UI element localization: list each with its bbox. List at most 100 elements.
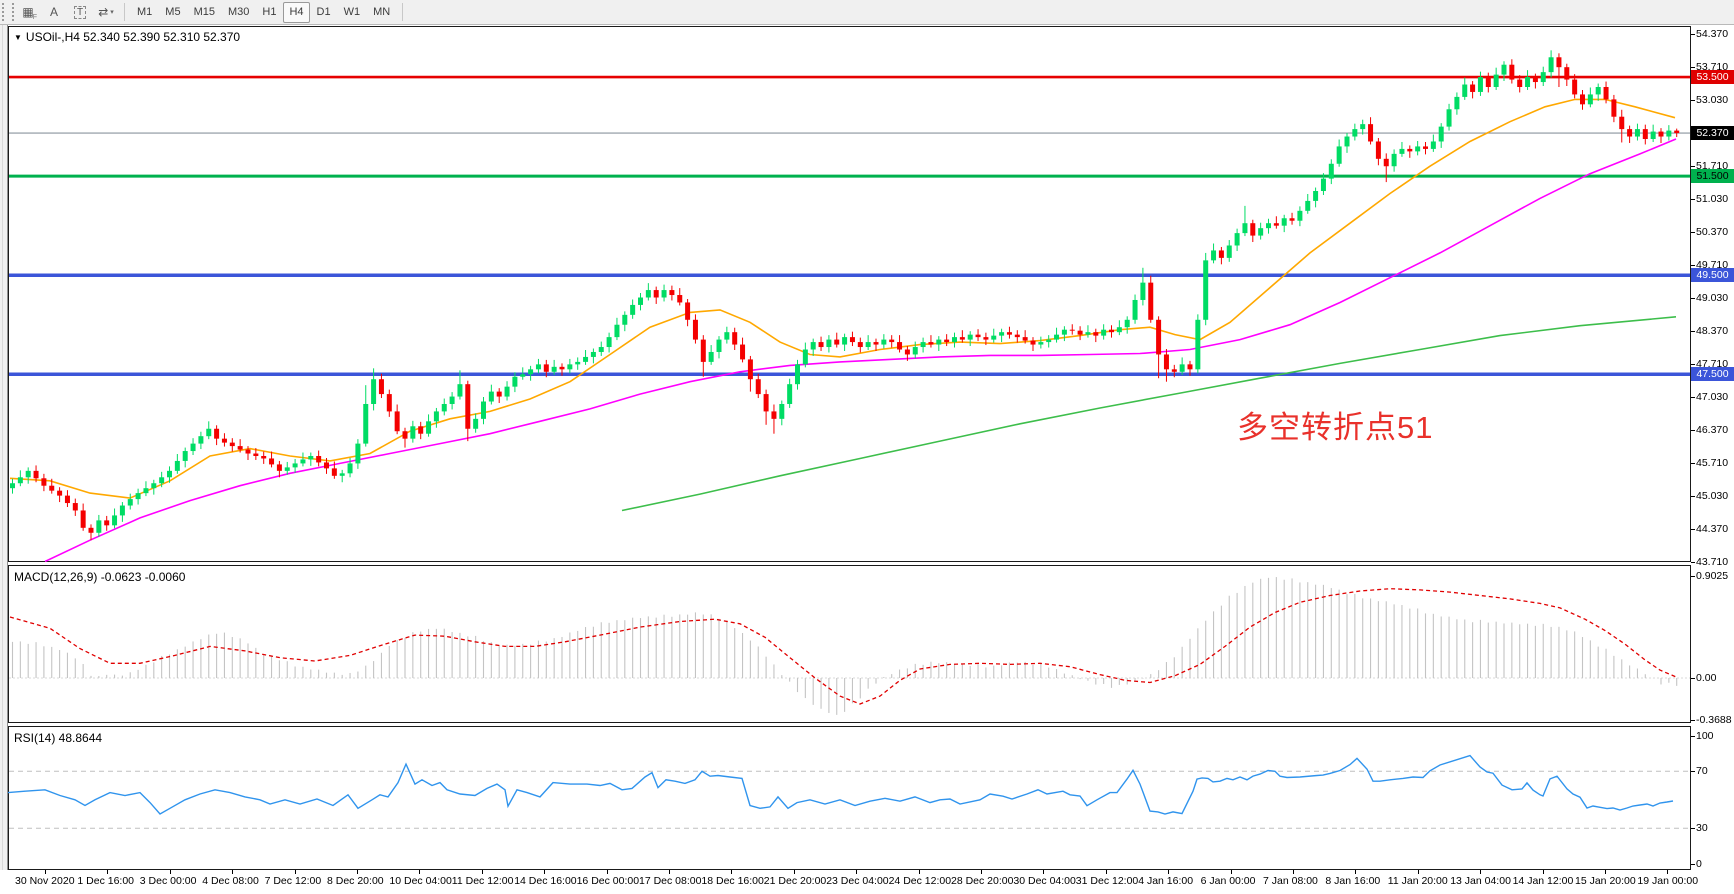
time-axis-label: 7 Dec 12:00 (264, 875, 322, 887)
time-axis-tick (357, 870, 358, 874)
axis-tick (1691, 576, 1695, 578)
time-axis-tick (1480, 870, 1482, 874)
toolbar-separator (124, 3, 125, 21)
rsi-border (8, 726, 1691, 870)
timeframe-button-m5[interactable]: M5 (165, 6, 181, 18)
price-badge-52.370: 52.370 (1691, 126, 1734, 141)
time-axis-label: 3 Dec 00:00 (139, 875, 197, 887)
time-axis-tick (294, 870, 296, 874)
price-axis-label: 48.370 (1696, 325, 1729, 337)
price-axis-label: 49.710 (1696, 259, 1729, 271)
rsi-indicator-pane[interactable] (8, 726, 1691, 870)
rsi-axis-label: 70 (1696, 765, 1708, 778)
time-axis-label: 14 Dec 16:00 (514, 875, 577, 887)
text-box-button[interactable]: T (68, 1, 92, 23)
macd-label: MACD(12,26,9) -0.0623 -0.0060 (14, 570, 186, 584)
price-axis-label: 45.710 (1696, 457, 1729, 469)
axis-tick (1691, 34, 1695, 35)
axis-tick (1691, 364, 1695, 365)
axis-tick (1691, 397, 1695, 398)
time-axis-tick (1105, 870, 1107, 874)
chart-grid-icon[interactable]: ▦ F (16, 1, 40, 23)
time-axis-label: 15 Jan 20:00 (1575, 875, 1636, 887)
toolbar-separator (402, 3, 404, 21)
time-axis-tick (918, 870, 920, 874)
macd-axis-label: 0.00 (1696, 672, 1717, 684)
timeframe-button-h4[interactable]: H4 (283, 1, 310, 23)
price-axis-label: 45.030 (1696, 490, 1729, 502)
time-axis-tick (981, 870, 982, 874)
time-axis-label: 1 Dec 16:00 (77, 875, 135, 887)
axis-tick (1691, 678, 1695, 679)
timeframe-button-m1[interactable]: M1 (137, 6, 153, 18)
axis-tick (1691, 67, 1695, 68)
axis-tick (1691, 298, 1695, 299)
price-axis-label: 44.370 (1696, 523, 1729, 535)
grid-icon: ▦ (22, 5, 34, 19)
time-axis-label: 21 Dec 20:00 (763, 875, 827, 887)
price-badge-49.500: 49.500 (1691, 268, 1734, 283)
price-axis-label: 47.030 (1696, 391, 1729, 403)
time-axis-tick (1355, 870, 1357, 874)
text-label-button[interactable]: A (42, 1, 66, 23)
price-axis-label: 47.710 (1696, 358, 1729, 370)
time-axis-tick (1230, 870, 1232, 874)
price-badge-47.500: 47.500 (1691, 367, 1734, 382)
axis-tick (1691, 562, 1695, 563)
time-axis-tick (1417, 870, 1419, 874)
time-axis-label: 18 Dec 16:00 (701, 875, 764, 887)
price-axis-label: 43.710 (1696, 556, 1729, 568)
time-axis-label: 19 Jan 00:00 (1637, 875, 1699, 887)
price-badge-51.500: 51.500 (1691, 169, 1734, 184)
price-axis-label: 46.370 (1696, 424, 1729, 436)
axis-tick (1691, 232, 1695, 233)
rsi-axis-label: 0 (1696, 858, 1702, 870)
price-axis[interactable]: 54.370 53.710 53.030 52.370 51.710 51.030 50.3… (1691, 25, 1734, 870)
symbol-title[interactable]: ▼ USOil-,H4 52.340 52.390 52.310 52.370 (14, 30, 240, 44)
rsi-label: RSI(14) 48.8644 (14, 731, 103, 745)
time-axis-label: 13 Jan 04:00 (1450, 875, 1511, 887)
symbol-quote-text: USOil-,H4 52.340 52.390 52.310 52.370 (25, 30, 241, 44)
time-axis-tick (1605, 870, 1606, 874)
time-axis-label: 30 Nov 2020 (15, 875, 75, 887)
macd-histogram (11, 577, 1678, 715)
rsi-line (8, 754, 1674, 815)
time-axis-tick (544, 870, 546, 874)
rsi-axis-label: 30 (1696, 822, 1708, 835)
candles (10, 50, 1680, 541)
timeframe-button-w1[interactable]: W1 (343, 6, 361, 18)
timeframe-button-m30[interactable]: M30 (227, 6, 250, 18)
time-axis-tick (1043, 870, 1045, 874)
time-axis-label: 4 Jan 16:00 (1138, 875, 1194, 887)
macd-axis-label: 0.9025 (1696, 570, 1729, 583)
time-axis-tick (856, 870, 858, 874)
timeframe-button-m15[interactable]: M15 (193, 6, 215, 18)
timeframe-button-d1[interactable]: D1 (316, 6, 331, 18)
annotation-text: 多空转折点51 (1237, 410, 1434, 445)
price-chart-pane[interactable] (8, 26, 1691, 562)
text-t-icon: T (73, 5, 87, 19)
axis-tick (1691, 100, 1695, 101)
macd-axis-label: -0.3688 (1696, 713, 1732, 726)
timeframe-button-h1[interactable]: H1 (262, 6, 277, 18)
time-axis-tick (419, 870, 421, 874)
axis-tick (1691, 463, 1695, 464)
time-axis-label: 4 Dec 08:00 (202, 875, 259, 887)
timeframe-button-mn[interactable]: MN (373, 6, 391, 18)
time-axis-label: 11 Jan 20:00 (1387, 875, 1448, 887)
axis-tick (1691, 529, 1695, 530)
macd-indicator-pane[interactable] (8, 565, 1691, 723)
time-axis-tick (1293, 870, 1294, 874)
chart-border (8, 26, 1691, 562)
time-axis[interactable]: 30 Nov 2020 1 Dec 16:00 3 Dec 00:00 4 Dec 0… (0, 870, 1734, 894)
chevron-down-icon: ▾ (110, 9, 114, 16)
macd-signal-line (9, 588, 1677, 705)
time-axis-tick (45, 870, 46, 874)
axis-tick (1691, 166, 1695, 167)
objects-arrange-button[interactable]: ⇄ ▾ (94, 1, 118, 23)
time-axis-tick (793, 870, 795, 874)
time-axis-tick (606, 870, 608, 874)
toolbar-drag-handle[interactable] (2, 3, 14, 21)
time-axis-label: 8 Dec 20:00 (327, 875, 384, 887)
text-a-icon: A (49, 5, 58, 19)
